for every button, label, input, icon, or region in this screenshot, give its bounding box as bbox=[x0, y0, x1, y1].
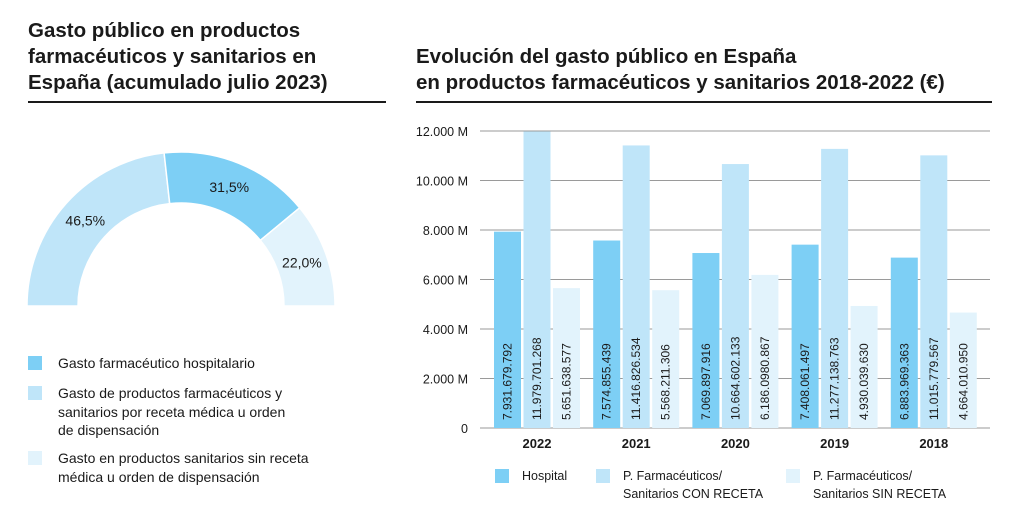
bar bbox=[692, 253, 720, 428]
donut-slice-label: 22,0% bbox=[282, 254, 322, 270]
donut-slice-label: 31,5% bbox=[209, 179, 249, 195]
y-tick-label: 8.000 M bbox=[423, 224, 468, 238]
bar-value-label: 7.574.855.439 bbox=[600, 343, 614, 420]
bar bbox=[721, 164, 749, 429]
bar bbox=[949, 312, 977, 428]
bar-value-label: 11.979.701.268 bbox=[530, 337, 544, 420]
y-tick-label: 2.000 M bbox=[423, 373, 468, 387]
bar bbox=[890, 257, 918, 428]
legend-label-hospital: Gasto farmacéutico hospitalario bbox=[58, 355, 255, 371]
bar bbox=[850, 305, 878, 428]
right-chart-title: Evolución del gasto público en España en… bbox=[416, 45, 945, 94]
x-category-label: 2020 bbox=[721, 436, 750, 451]
bar-value-label: 6.186.0980.867 bbox=[758, 336, 772, 420]
right-title-rule bbox=[416, 101, 992, 103]
bar-value-label: 5.651.638.577 bbox=[560, 343, 574, 420]
bar-value-label: 11.277.138.763 bbox=[828, 337, 842, 420]
y-tick-label: 0 bbox=[461, 422, 468, 436]
x-category-label: 2018 bbox=[919, 436, 948, 451]
legend-label-con-receta: P. Farmacéuticos/ Sanitarios CON RECETA bbox=[623, 469, 764, 501]
bar-value-label: 7.931.679.792 bbox=[501, 343, 515, 420]
legend-label-receta: Gasto de productos farmacéuticos y sanit… bbox=[58, 385, 286, 438]
bar bbox=[622, 145, 650, 429]
bar-value-label: 10.664.602.133 bbox=[728, 336, 742, 420]
bar bbox=[821, 148, 849, 428]
bar bbox=[494, 231, 521, 428]
bar-value-label: 7.069.897.916 bbox=[699, 343, 713, 420]
legend-label-sin-receta: Gasto en productos sanitarios sin receta… bbox=[58, 450, 309, 485]
bar bbox=[652, 290, 680, 428]
bar bbox=[751, 274, 779, 428]
legend-swatch-hospital bbox=[28, 356, 42, 370]
y-tick-label: 4.000 M bbox=[423, 323, 468, 337]
legend-swatch-receta bbox=[28, 386, 42, 400]
legend-swatch-con-receta bbox=[596, 469, 610, 483]
legend-swatch-sin-receta-right bbox=[786, 469, 800, 483]
y-tick-label: 12.000 M bbox=[416, 125, 468, 139]
bar-value-label: 5.568.211.306 bbox=[659, 344, 673, 420]
half-donut-chart: 46,5% 31,5% 22,0% bbox=[26, 151, 336, 307]
bar-chart: 0 2.000 M 4.000 M 6.000 M 8.000 M 10.000 M 12.… bbox=[416, 125, 990, 451]
legend-label-hospital-right: Hospital bbox=[522, 469, 568, 483]
bar-value-label: 4.930.039.630 bbox=[857, 343, 871, 420]
legend-label-sin-receta-right: P. Farmacéuticos/ Sanitarios SIN RECETA bbox=[813, 469, 947, 501]
bar bbox=[920, 155, 948, 429]
left-title-rule bbox=[28, 101, 386, 103]
legend-swatch-hospital-right bbox=[495, 469, 509, 483]
bar-value-label: 7.408.061.497 bbox=[798, 343, 812, 420]
bar-value-label: 6.883.969.363 bbox=[897, 343, 911, 420]
y-tick-label: 6.000 M bbox=[423, 274, 468, 288]
bar bbox=[593, 240, 621, 428]
bar bbox=[553, 288, 580, 428]
donut-slice bbox=[259, 206, 336, 307]
y-tick-label: 10.000 M bbox=[416, 175, 468, 189]
x-category-label: 2021 bbox=[622, 436, 651, 451]
bar-value-label: 4.664.010.950 bbox=[956, 343, 970, 420]
donut-slice-label: 46,5% bbox=[65, 212, 105, 228]
legend-swatch-sin-receta bbox=[28, 451, 42, 465]
donut-slice bbox=[26, 152, 171, 307]
bar bbox=[791, 244, 819, 428]
bar bbox=[523, 131, 551, 429]
bar-value-label: 11.015.779.567 bbox=[927, 337, 941, 420]
left-chart-title: Gasto público en productos farmacéuticos… bbox=[28, 19, 328, 94]
bar-value-label: 11.416.826.534 bbox=[629, 337, 643, 420]
x-category-label: 2022 bbox=[523, 436, 552, 451]
x-category-label: 2019 bbox=[820, 436, 849, 451]
